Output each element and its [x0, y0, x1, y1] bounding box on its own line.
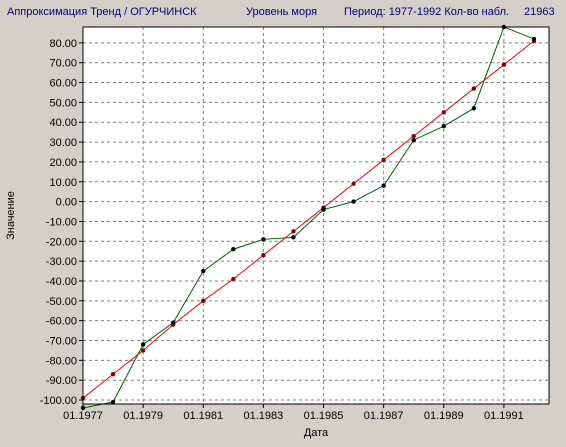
- trend-data-point: [381, 157, 386, 163]
- y-axis-label: Значение: [5, 191, 17, 240]
- observed-series-line: [82, 26, 535, 409]
- y-tick-label: -10.00: [46, 216, 77, 228]
- x-axis-ticks: 01.1977 01.1979 01.1981 01.1983 01.1985 01.19…: [63, 404, 524, 422]
- chart-header-count: 21963: [524, 6, 555, 18]
- chart-header-title: Аппроксимация Тренд / ОГУРЧИНСК: [7, 6, 197, 18]
- y-tick-label: 40.00: [49, 117, 77, 129]
- trend-data-point: [411, 133, 416, 139]
- observed-data-point: [471, 106, 477, 111]
- x-tick-label: 01.1981: [183, 410, 223, 422]
- observed-data-point: [201, 268, 206, 274]
- trend-data-point: [501, 62, 507, 67]
- trend-data-point: [441, 110, 446, 115]
- y-tick-label: -40.00: [46, 276, 77, 288]
- observed-data-point: [351, 199, 356, 204]
- observed-data-point: [381, 183, 386, 188]
- chart-header-parameter: Уровень моря: [246, 6, 318, 18]
- y-tick-label: 30.00: [49, 137, 77, 149]
- observed-data-point: [110, 399, 116, 405]
- observed-data-point: [411, 137, 416, 143]
- x-tick-label: 01.1989: [424, 410, 464, 422]
- observed-data-point: [80, 405, 86, 411]
- plot-frame: [82, 26, 550, 405]
- chart-header-period: Период: 1977-1992 Кол-во набл.: [344, 6, 510, 18]
- trend-data-point: [471, 86, 477, 91]
- plot-area: [83, 27, 549, 404]
- y-tick-label: -70.00: [46, 336, 77, 348]
- observed-data-point: [531, 36, 537, 42]
- trend-data-point: [140, 348, 146, 353]
- y-tick-label: 10.00: [49, 177, 77, 189]
- y-tick-label: 80.00: [49, 38, 77, 50]
- x-tick-label: 01.1977: [63, 410, 103, 422]
- series-layer: [80, 24, 537, 411]
- trend-data-point: [291, 229, 296, 234]
- y-axis-ticks: 80.00 70.00 60.00 50.00 40.00 30.00 20.00 10.00…: [40, 38, 83, 407]
- trend-data-point: [261, 252, 266, 258]
- y-tick-label: 60.00: [49, 78, 77, 90]
- observed-data-point: [291, 235, 296, 240]
- y-tick-label: -20.00: [46, 236, 77, 248]
- grid-lines: [82, 27, 549, 404]
- observed-data-point: [170, 320, 176, 325]
- y-tick-label: 50.00: [49, 97, 77, 109]
- x-tick-label: 01.1979: [123, 410, 163, 422]
- x-tick-label: 01.1991: [484, 410, 524, 422]
- y-tick-label: -100.00: [40, 395, 77, 407]
- observed-data-point: [321, 207, 326, 212]
- observed-data-point: [261, 237, 266, 242]
- x-axis-label: Дата: [304, 427, 329, 439]
- y-tick-label: 20.00: [49, 157, 77, 169]
- observed-data-point: [231, 247, 236, 252]
- y-tick-label: -60.00: [46, 316, 77, 328]
- trend-series-line: [82, 40, 535, 399]
- x-tick-label: 01.1987: [364, 410, 404, 422]
- y-tick-label: -90.00: [46, 375, 77, 387]
- y-tick-label: -30.00: [46, 256, 77, 268]
- trend-data-point: [231, 276, 236, 282]
- x-tick-label: 01.1985: [304, 410, 344, 422]
- observed-data-point: [441, 124, 446, 129]
- y-tick-label: 0.00: [56, 197, 77, 209]
- trend-data-point: [110, 372, 116, 377]
- trend-data-point: [201, 298, 206, 304]
- observed-data-point: [140, 342, 146, 347]
- trend-data-point: [351, 181, 356, 186]
- y-tick-label: 70.00: [49, 58, 77, 70]
- y-tick-label: -80.00: [46, 355, 77, 367]
- y-tick-label: -50.00: [46, 296, 77, 308]
- x-tick-label: 01.1983: [244, 410, 284, 422]
